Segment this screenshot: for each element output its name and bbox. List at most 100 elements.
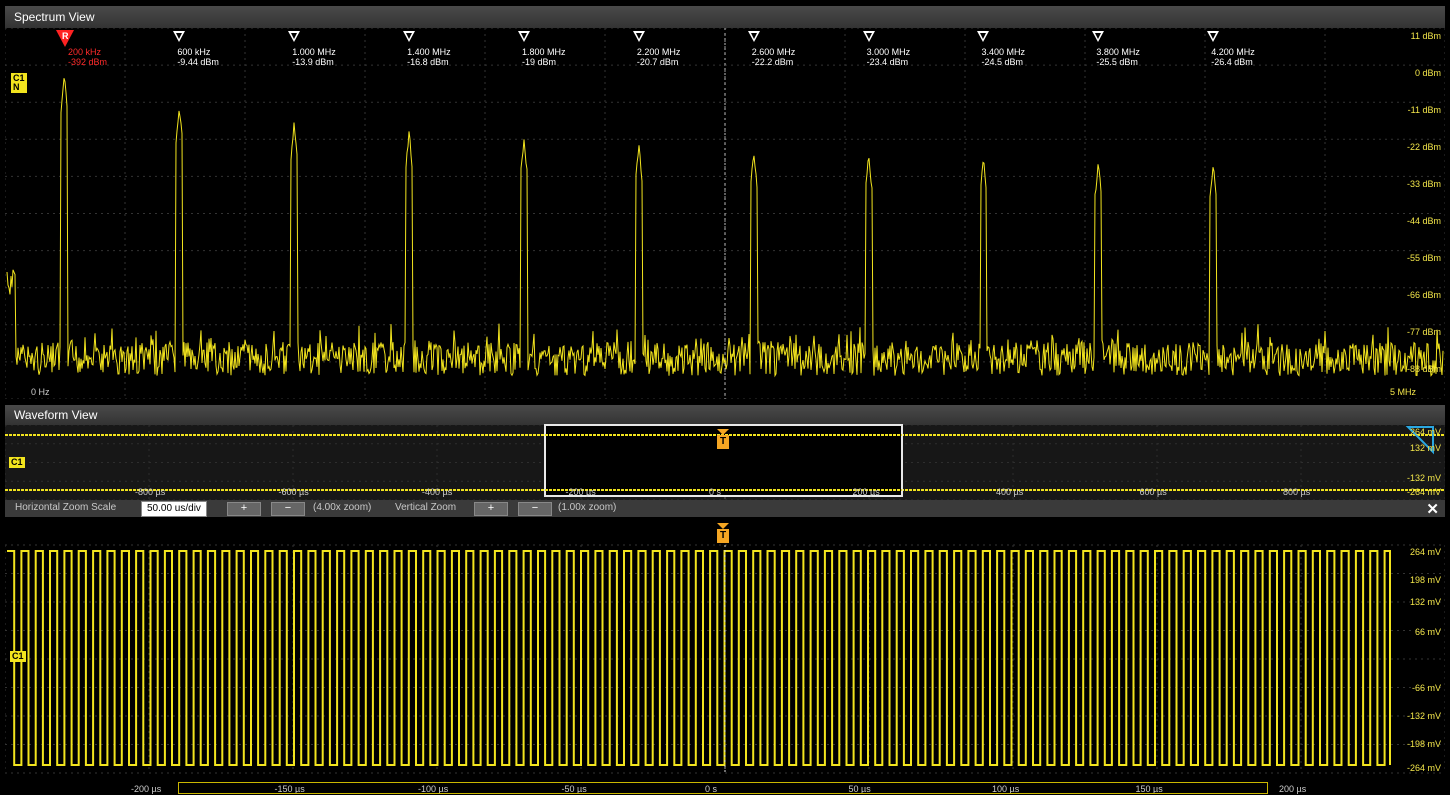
marker-freq: 3.800 MHz bbox=[1096, 47, 1140, 57]
overview-y-label: 132 mV bbox=[1409, 443, 1441, 453]
overview-x-label: 400 µs bbox=[996, 487, 1024, 497]
overview-y-label: -264 mV bbox=[1406, 487, 1441, 497]
spectrum-y-label: 11 dBm bbox=[1410, 31, 1441, 41]
zoomed-y-label: 66 mV bbox=[1414, 627, 1441, 637]
marker-level: -23.4 dBm bbox=[866, 57, 909, 67]
overview-x-label: 0 s bbox=[709, 487, 722, 497]
overview-y-label: -132 mV bbox=[1406, 473, 1441, 483]
spectrum-view-panel: Spectrum View R 200 kHz -392 dBm 600 kHz… bbox=[5, 6, 1445, 399]
channel-badge[interactable]: C1 N bbox=[11, 73, 27, 93]
marker-level: -26.4 dBm bbox=[1211, 57, 1253, 67]
marker-freq: 3.000 MHz bbox=[866, 47, 911, 57]
close-zoom-icon[interactable]: ✕ bbox=[1426, 501, 1439, 518]
overview-channel-badge[interactable]: C1 bbox=[9, 457, 25, 468]
reference-marker-symbol: R bbox=[62, 31, 69, 41]
marker-level: -24.5 dBm bbox=[981, 57, 1023, 67]
marker-level: -13.9 dBm bbox=[292, 57, 334, 67]
overview-y-label: 264 mV bbox=[1409, 427, 1441, 437]
autoset-icon[interactable] bbox=[1405, 426, 1434, 455]
spectrum-trace bbox=[6, 78, 1444, 378]
zoomed-x-label: 100 µs bbox=[992, 784, 1020, 794]
marker-level: -20.7 dBm bbox=[636, 57, 679, 67]
overview-plot[interactable] bbox=[5, 405, 1445, 500]
vertical-zoom-factor: (1.00x zoom) bbox=[558, 502, 617, 513]
zoomed-x-label: 150 µs bbox=[1135, 784, 1163, 794]
zoomed-trigger-icon[interactable]: T bbox=[717, 523, 729, 543]
marker-icon[interactable] bbox=[517, 31, 530, 42]
vertical-zoom-label: Vertical Zoom bbox=[395, 502, 457, 513]
marker-icon[interactable] bbox=[747, 31, 760, 42]
spectrum-y-label: 0 dBm bbox=[1414, 68, 1441, 78]
spectrum-y-label: -11 dBm bbox=[1407, 105, 1441, 115]
zoomed-y-label: -66 mV bbox=[1411, 683, 1441, 693]
zoomed-x-label: -100 µs bbox=[418, 784, 449, 794]
marker-freq: 3.400 MHz bbox=[981, 47, 1025, 57]
reference-marker-freq: 200 kHz bbox=[68, 47, 102, 57]
zoomed-trace bbox=[7, 550, 1391, 766]
spectrum-y-label: -33 dBm bbox=[1406, 179, 1441, 189]
reference-marker-level: -392 dBm bbox=[68, 57, 108, 67]
spectrum-x-start: 0 Hz bbox=[31, 387, 50, 397]
zoomed-y-label: -132 mV bbox=[1406, 711, 1441, 721]
vertical-zoom-in-button[interactable]: + bbox=[474, 502, 508, 516]
marker-level: -19 dBm bbox=[521, 57, 556, 67]
horizontal-zoom-scale-input[interactable]: 50.00 us/div bbox=[141, 501, 207, 517]
zoomed-y-label: 198 mV bbox=[1409, 575, 1441, 585]
horizontal-zoom-label: Horizontal Zoom Scale bbox=[15, 502, 117, 513]
zoomed-x-label: 200 µs bbox=[1279, 784, 1307, 794]
zoomed-waveform-plot[interactable] bbox=[5, 517, 1445, 795]
spectrum-plot[interactable] bbox=[5, 6, 1445, 399]
marker-level: -16.8 dBm bbox=[407, 57, 449, 67]
marker-freq: 1.800 MHz bbox=[521, 47, 566, 57]
horizontal-zoom-in-button[interactable]: + bbox=[227, 502, 261, 516]
horizontal-zoom-out-button[interactable]: − bbox=[271, 502, 305, 516]
overview-x-label: -200 µs bbox=[565, 487, 596, 497]
zoomed-x-label: -150 µs bbox=[274, 784, 305, 794]
overview-x-label: 800 µs bbox=[1283, 487, 1311, 497]
zoomed-x-label: -50 µs bbox=[561, 784, 587, 794]
marker-freq: 2.600 MHz bbox=[751, 47, 796, 57]
zoom-toolbar: Horizontal Zoom Scale 50.00 us/div + − (… bbox=[5, 500, 1445, 518]
reference-marker-icon[interactable] bbox=[56, 30, 74, 47]
zoomed-waveform-panel: T C1 264 mV 198 mV 132 mV 66 mV -66 mV -132 m… bbox=[5, 517, 1445, 795]
marker-level: -9.44 dBm bbox=[177, 57, 219, 67]
spectrum-x-end: 5 MHz bbox=[1390, 387, 1417, 397]
spectrum-y-label: -22 dBm bbox=[1406, 142, 1441, 152]
zoomed-y-label: -264 mV bbox=[1406, 763, 1441, 773]
overview-x-label: -800 µs bbox=[135, 487, 166, 497]
spectrum-view-title: Spectrum View bbox=[5, 6, 1445, 28]
marker-level: -25.5 dBm bbox=[1096, 57, 1138, 67]
marker-freq: 1.000 MHz bbox=[292, 47, 336, 57]
overview-trigger-icon[interactable]: T bbox=[717, 429, 729, 449]
overview-x-label: -600 µs bbox=[278, 487, 309, 497]
marker-icon[interactable] bbox=[632, 31, 645, 42]
horizontal-scrollbar[interactable] bbox=[178, 782, 1268, 794]
marker-icon[interactable] bbox=[1092, 31, 1105, 42]
zoomed-channel-badge[interactable]: C1 bbox=[10, 651, 26, 662]
spectrum-y-label: -77 dBm bbox=[1406, 327, 1441, 337]
marker-icon[interactable] bbox=[173, 31, 186, 42]
zoomed-y-label: 264 mV bbox=[1409, 547, 1441, 557]
spectrum-y-label: -44 dBm bbox=[1406, 216, 1441, 226]
zoomed-x-label: 50 µs bbox=[848, 784, 871, 794]
zoomed-x-label: 0 s bbox=[705, 784, 718, 794]
marker-icon[interactable] bbox=[977, 31, 990, 42]
zoomed-y-label: 132 mV bbox=[1409, 597, 1441, 607]
marker-icon[interactable] bbox=[862, 31, 875, 42]
marker-icon[interactable] bbox=[288, 31, 301, 42]
marker-icon[interactable] bbox=[403, 31, 416, 42]
zoomed-y-label: -198 mV bbox=[1406, 739, 1441, 749]
marker-level: -22.2 dBm bbox=[751, 57, 794, 67]
overview-x-label: 600 µs bbox=[1139, 487, 1167, 497]
spectrum-y-label: -66 dBm bbox=[1406, 290, 1441, 300]
spectrum-y-label: -88 dBm bbox=[1406, 364, 1441, 374]
vertical-zoom-out-button[interactable]: − bbox=[518, 502, 552, 516]
spectrum-y-label: -55 dBm bbox=[1406, 253, 1441, 263]
horizontal-zoom-factor: (4.00x zoom) bbox=[313, 502, 372, 513]
overview-x-label: -400 µs bbox=[422, 487, 453, 497]
overview-x-label: 200 µs bbox=[852, 487, 880, 497]
marker-freq: 600 kHz bbox=[177, 47, 211, 57]
marker-icon[interactable] bbox=[1207, 31, 1220, 42]
zoomed-x-label: -200 µs bbox=[131, 784, 162, 794]
marker-freq: 2.200 MHz bbox=[636, 47, 681, 57]
